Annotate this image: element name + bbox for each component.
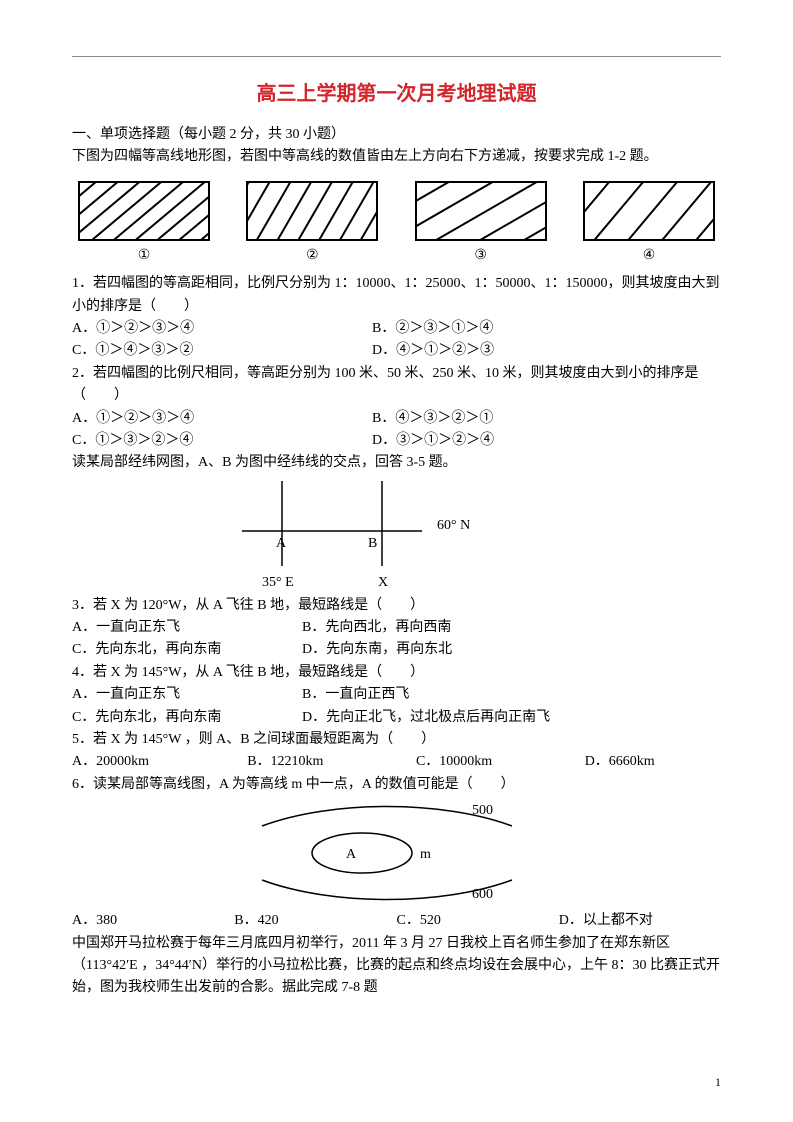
q5-options: A．20000km B．12210km C．10000km D．6660km (72, 751, 721, 773)
q6-opt-a: A．380 (72, 910, 234, 932)
intro-q3-5: 读某局部经纬网图，A、B 为图中经纬线的交点，回答 3-5 题。 (72, 452, 721, 474)
q5-opt-b: B．12210km (247, 751, 416, 773)
page-number: 1 (715, 1073, 721, 1092)
q3-opt-a: A．一直向正东飞 (72, 617, 302, 639)
intro-q1-2: 下图为四幅等高线地形图，若图中等高线的数值皆由左上方向右下方递减，按要求完成 1… (72, 146, 721, 168)
q2-options: A．①＞②＞③＞④ B．④＞③＞②＞① (72, 408, 721, 430)
q3-opt-b: B．先向西北，再向西南 (302, 617, 451, 639)
question-5: 5．若 X 为 145°W ，则 A、B 之间球面最短距离为（ ） (72, 729, 721, 751)
label-1: ① (78, 245, 210, 267)
lat-35e: 35° E (262, 575, 294, 590)
page-title: 高三上学期第一次月考地理试题 (72, 78, 721, 110)
q3-opt-d: D．先向东南，再向东北 (302, 639, 452, 661)
q1-opt-c: C．①＞④＞③＞② (72, 340, 372, 362)
fig-600: 600 (472, 887, 493, 902)
q4-opt-b: B．一直向正西飞 (302, 684, 409, 706)
q5-opt-d: D．6660km (585, 751, 721, 773)
q4-options-2: C．先向东北，再向东南 D．先向正北飞，过北极点后再向正南飞 (72, 707, 721, 729)
q1-opt-b: B．②＞③＞①＞④ (372, 318, 721, 340)
label-2: ② (246, 245, 378, 267)
question-4: 4．若 X 为 145°W，从 A 飞往 B 地，最短路线是（ ） (72, 662, 721, 684)
q2-options-2: C．①＞③＞②＞④ D．③＞①＞②＞④ (72, 430, 721, 452)
q2-opt-c: C．①＞③＞②＞④ (72, 430, 372, 452)
q6-options: A．380 B．420 C．520 D．以上都不对 (72, 910, 721, 932)
contour-fig-1 (78, 181, 210, 241)
contour-fig-2 (246, 181, 378, 241)
question-3: 3．若 X 为 120°W，从 A 飞往 B 地，最短路线是（ ） (72, 595, 721, 617)
contour-figures (72, 181, 721, 241)
q1-opt-d: D．④＞①＞②＞③ (372, 340, 721, 362)
q1-options-2: C．①＞④＞③＞② D．④＞①＞②＞③ (72, 340, 721, 362)
q4-options: A．一直向正东飞 B．一直向正西飞 (72, 684, 721, 706)
q5-opt-a: A．20000km (72, 751, 247, 773)
q4-opt-c: C．先向东北，再向东南 (72, 707, 302, 729)
lat-x: X (378, 575, 388, 590)
q6-opt-b: B．420 (234, 910, 396, 932)
question-1: 1．若四幅图的等高距相同，比例尺分别为 1：10000、1：25000、1：50… (72, 273, 721, 318)
q2-opt-a: A．①＞②＞③＞④ (72, 408, 372, 430)
q4-opt-a: A．一直向正东飞 (72, 684, 302, 706)
q3-options-2: C．先向东北，再向东南 D．先向东南，再向东北 (72, 639, 721, 661)
section-heading: 一、单项选择题（每小题 2 分，共 30 小题） (72, 124, 721, 146)
contour-fig-4 (583, 181, 715, 241)
lat-60n: 60° N (437, 518, 470, 533)
q6-opt-c: C．520 (397, 910, 559, 932)
q1-opt-a: A．①＞②＞③＞④ (72, 318, 372, 340)
q5-opt-c: C．10000km (416, 751, 585, 773)
q6-opt-d: D．以上都不对 (559, 910, 721, 932)
q3-opt-c: C．先向东北，再向东南 (72, 639, 302, 661)
fig-m: m (420, 847, 431, 862)
question-6: 6．读某局部等高线图，A 为等高线 m 中一点，A 的数值可能是（ ） (72, 774, 721, 796)
q2-opt-b: B．④＞③＞②＞① (372, 408, 721, 430)
lat-b: B (368, 536, 377, 551)
lat-lon-figure: A B 60° N 35° E X (242, 481, 502, 591)
question-2: 2．若四幅图的比例尺相同，等高距分别为 100 米、50 米、250 米、10 … (72, 363, 721, 408)
q1-options: A．①＞②＞③＞④ B．②＞③＞①＞④ (72, 318, 721, 340)
label-4: ④ (583, 245, 715, 267)
q3-options: A．一直向正东飞 B．先向西北，再向西南 (72, 617, 721, 639)
fig-A: A (346, 847, 357, 862)
lat-a: A (276, 536, 287, 551)
header-rule (72, 56, 721, 57)
contour-fig-3 (415, 181, 547, 241)
label-3: ③ (415, 245, 547, 267)
q6-figure: 500 A m 600 (242, 798, 542, 908)
q4-opt-d: D．先向正北飞，过北极点后再向正南飞 (302, 707, 550, 729)
q2-opt-d: D．③＞①＞②＞④ (372, 430, 721, 452)
intro-q7-8: 中国郑开马拉松赛于每年三月底四月初举行，2011 年 3 月 27 日我校上百名… (72, 933, 721, 1000)
contour-labels: ① ② ③ ④ (72, 245, 721, 267)
